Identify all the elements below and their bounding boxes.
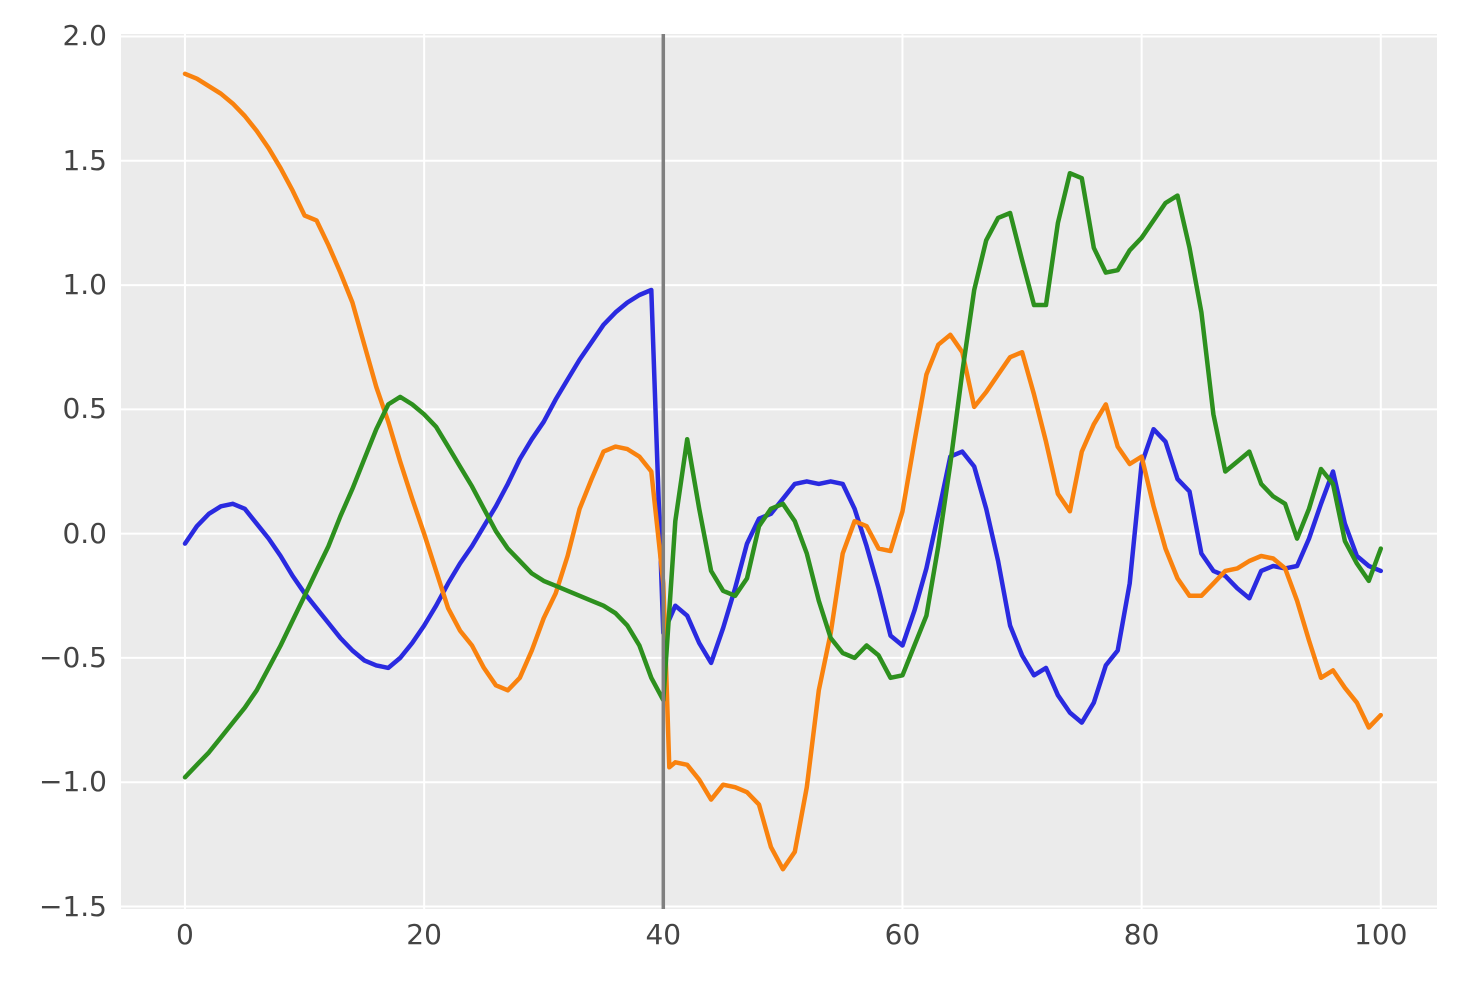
x-tick-label-40: 40 <box>645 918 682 951</box>
series-blue-line <box>182 287 1384 725</box>
x-tick-label-80: 80 <box>1123 918 1160 951</box>
y-tick-label-2.0: 2.0 <box>62 19 107 53</box>
x-tick-label-60: 60 <box>884 918 921 951</box>
x-tick-label-100: 100 <box>1354 918 1408 951</box>
x-tick-label-0: 0 <box>176 918 194 951</box>
y-tick-label-1.0: 1.0 <box>62 268 107 302</box>
plot-area-background <box>121 34 1437 909</box>
y-tick-label-−0.5: −0.5 <box>39 640 107 674</box>
y-tick-label-−1.0: −1.0 <box>39 765 107 799</box>
y-tick-label-0.0: 0.0 <box>62 516 107 550</box>
series-green-line <box>182 170 1384 780</box>
x-tick-label-20: 20 <box>406 918 442 951</box>
y-tick-label-0.5: 0.5 <box>62 392 107 426</box>
y-tick-label-−1.5: −1.5 <box>39 889 107 923</box>
series-orange-line <box>182 71 1384 872</box>
y-tick-label-1.5: 1.5 <box>62 143 107 177</box>
